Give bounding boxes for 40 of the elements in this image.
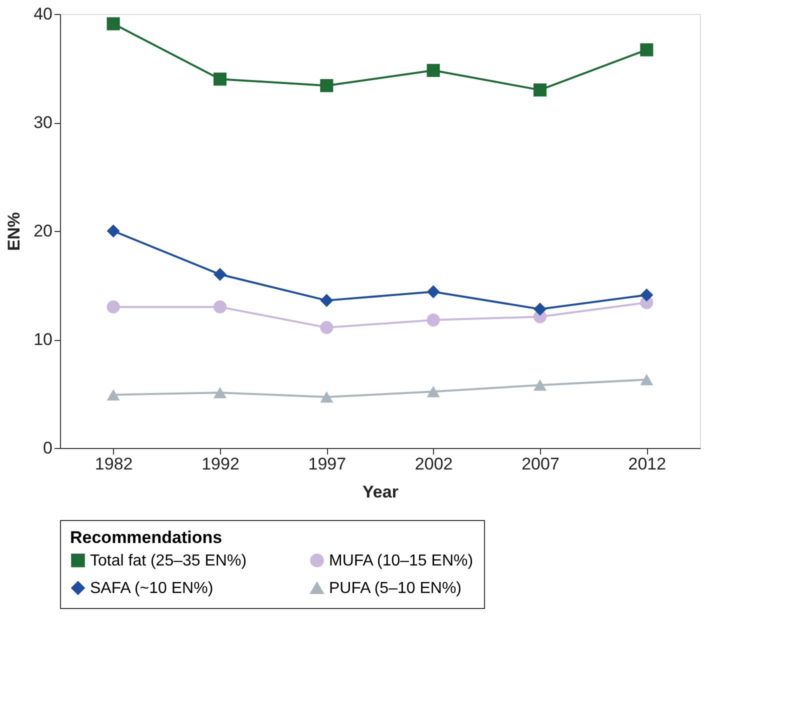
legend-title: Recommendations xyxy=(70,528,222,547)
x-tick-label: 2002 xyxy=(414,454,453,474)
point xyxy=(213,387,227,398)
y-tick-label: 30 xyxy=(34,113,52,132)
point xyxy=(533,83,547,96)
x-tick-label: 1992 xyxy=(202,454,240,474)
point xyxy=(640,374,654,386)
point xyxy=(533,379,547,391)
x-tick-label: 2012 xyxy=(628,454,666,474)
point xyxy=(426,313,440,326)
x-tick-label: 1982 xyxy=(94,454,133,474)
x-tick-label: 1997 xyxy=(308,454,346,474)
legend-label: SAFA (~10 EN%) xyxy=(90,580,214,597)
point xyxy=(426,285,440,298)
point xyxy=(213,72,227,86)
y-tick-label: 20 xyxy=(34,222,52,240)
point xyxy=(320,79,334,92)
point xyxy=(640,43,654,56)
point xyxy=(106,17,120,30)
point xyxy=(106,300,120,314)
point xyxy=(533,302,547,316)
point xyxy=(320,294,334,307)
x-axis-title: Year xyxy=(362,482,399,502)
legend-label: Total fat (25–35 EN%) xyxy=(90,552,247,570)
y-tick-label: 40 xyxy=(34,4,52,24)
point xyxy=(106,389,120,400)
point xyxy=(320,391,334,403)
legend-label: PUFA (5–10 EN%) xyxy=(329,580,462,597)
point xyxy=(426,386,440,398)
y-axis-title: EN% xyxy=(4,212,24,251)
y-tick-label: 0 xyxy=(43,438,52,458)
point xyxy=(213,300,227,314)
point xyxy=(106,224,120,238)
point xyxy=(426,64,440,77)
y-tick-label: 10 xyxy=(34,330,52,349)
x-tick-label: 2007 xyxy=(522,454,560,474)
point xyxy=(320,321,334,334)
point xyxy=(213,268,227,281)
legend-label: MUFA (10–15 EN%) xyxy=(329,552,474,570)
point xyxy=(640,288,654,302)
